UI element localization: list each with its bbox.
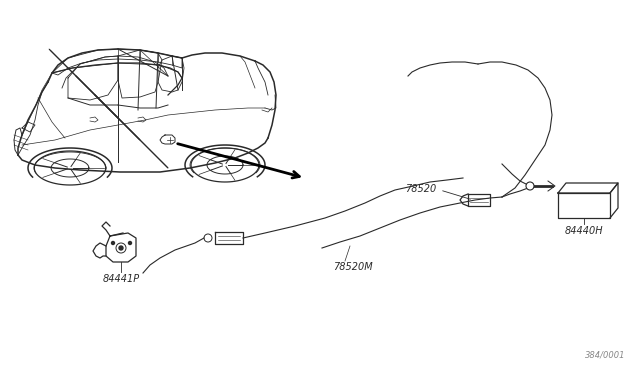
Text: 78520: 78520 (404, 184, 436, 194)
Text: 84440H: 84440H (564, 226, 604, 236)
Circle shape (204, 234, 212, 242)
Circle shape (116, 243, 126, 253)
Circle shape (526, 182, 534, 190)
Circle shape (129, 241, 131, 244)
Text: 384/0001: 384/0001 (584, 351, 625, 360)
Text: 84441P: 84441P (102, 274, 140, 284)
Text: 78520M: 78520M (333, 262, 372, 272)
Circle shape (111, 241, 115, 244)
Circle shape (119, 246, 123, 250)
